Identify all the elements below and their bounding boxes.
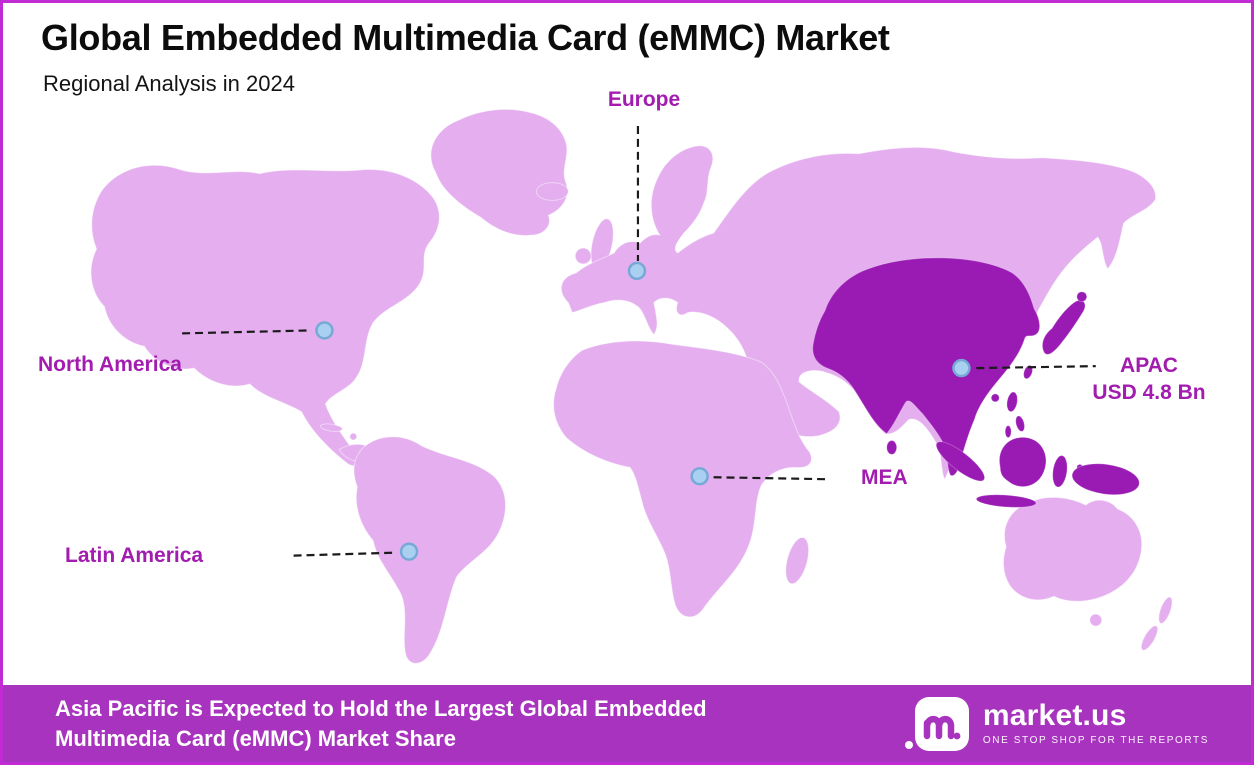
continent-south-america — [353, 436, 506, 664]
brand-name: market.us — [982, 699, 1127, 732]
new-zealand-north — [1158, 596, 1173, 624]
continent-australia — [1003, 496, 1143, 602]
madagascar — [785, 536, 810, 585]
taiwan — [1023, 364, 1034, 380]
continent-africa — [553, 340, 812, 618]
page-title: Global Embedded Multimedia Card (eMMC) M… — [41, 17, 890, 58]
greenland — [430, 108, 568, 236]
sri-lanka — [886, 440, 898, 455]
marker-latin-america — [399, 542, 419, 561]
brand-tagline: ONE STOP SHOP FOR THE REPORTS — [982, 735, 1209, 746]
leader-line-north-america — [182, 329, 312, 335]
footer-note-line2: Multimedia Card (eMMC) Market Share — [55, 725, 456, 751]
footer-note-line1: Asia Pacific is Expected to Hold the Lar… — [55, 696, 707, 722]
marker-mea — [690, 467, 709, 486]
apac-name: APAC — [1120, 354, 1178, 377]
hispaniola — [349, 432, 358, 441]
new-guinea — [1071, 463, 1140, 496]
hokkaido — [1076, 291, 1088, 303]
brand-text: market.us ONE STOP SHOP FOR THE REPORTS — [982, 699, 1209, 747]
leader-line-mea — [713, 476, 830, 481]
marker-north-america — [315, 321, 334, 340]
footer-bar: Asia Pacific is Expected to Hold the Lar… — [3, 685, 1251, 762]
apac-value: USD 4.8 Bn — [1092, 381, 1206, 405]
marker-europe — [627, 261, 647, 281]
region-label-latin-america: Latin America — [65, 544, 204, 567]
markers — [315, 261, 971, 561]
iceland — [535, 182, 569, 201]
java — [975, 494, 1037, 508]
brand: market.us ONE STOP SHOP FOR THE REPORTS — [904, 696, 1209, 752]
tasmania — [1089, 613, 1103, 627]
cuba — [320, 423, 343, 432]
continent-north-america — [90, 164, 440, 467]
apac-region — [812, 257, 1140, 508]
ireland — [574, 247, 592, 265]
sulawesi — [1052, 455, 1068, 488]
market-us-logo-icon — [904, 696, 969, 751]
page-subtitle: Regional Analysis in 2024 — [43, 71, 295, 96]
philippines — [1004, 391, 1025, 439]
world-map — [90, 108, 1173, 664]
marker-apac — [952, 358, 971, 378]
japan — [1041, 299, 1086, 355]
region-label-north-america: North America — [38, 353, 182, 376]
sumatra — [935, 441, 986, 482]
leader-line-latin-america — [293, 551, 396, 557]
leader-lines — [182, 126, 1096, 557]
indonesia — [935, 437, 1140, 508]
region-label-apac: APAC USD 4.8 Bn — [1092, 352, 1205, 407]
new-zealand-south — [1140, 625, 1159, 651]
region-label-mea: MEA — [861, 466, 908, 489]
region-label-europe: Europe — [607, 88, 681, 111]
leader-line-apac — [976, 365, 1096, 370]
continents-light — [90, 108, 1173, 664]
borneo — [998, 437, 1047, 488]
hainan — [990, 393, 1000, 403]
footer-note: Asia Pacific is Expected to Hold the Lar… — [55, 694, 707, 752]
